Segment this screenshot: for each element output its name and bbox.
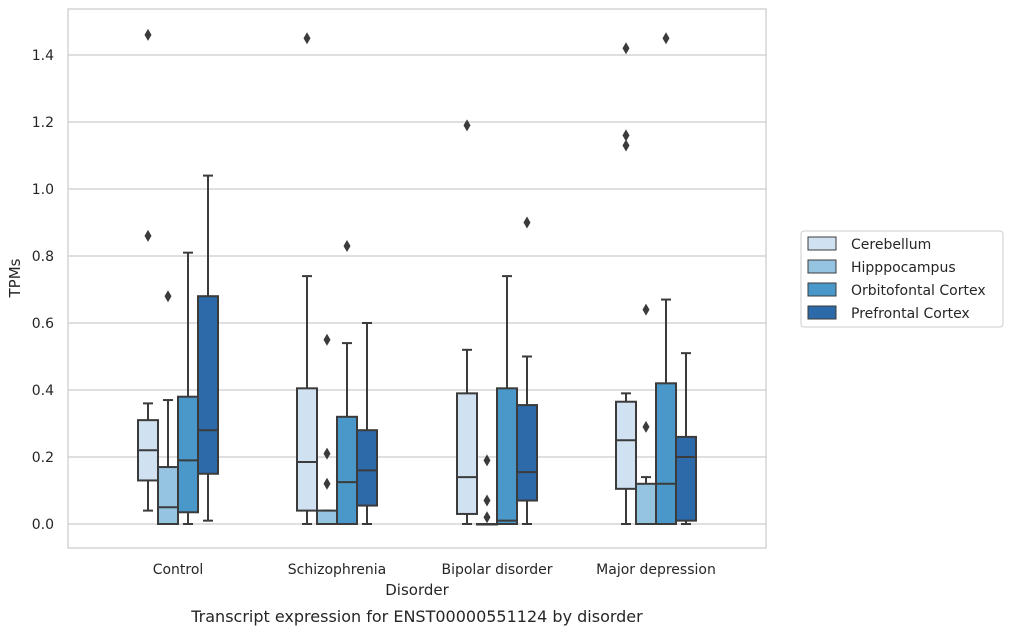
outlier-point [483, 494, 491, 507]
box-prefrontal-cortex-1 [356, 322, 378, 525]
box-hipppocampus-0 [157, 290, 179, 525]
box-iqr [197, 295, 219, 475]
box-hipppocampus-1 [316, 333, 338, 526]
x-tick-label: Major depression [596, 562, 716, 578]
box-iqr [157, 466, 179, 525]
outlier-point [463, 119, 471, 132]
box-cerebellum-2 [456, 119, 478, 525]
box-iqr [336, 415, 358, 525]
y-tick-label: 0.0 [32, 517, 54, 533]
box-iqr [316, 509, 338, 526]
y-tick-label: 0.8 [32, 249, 54, 265]
box-orbitofontal-cortex-0 [177, 251, 199, 525]
box-prefrontal-cortex-0 [197, 174, 219, 522]
legend-swatch [807, 282, 837, 297]
outlier-point [323, 447, 331, 460]
box-cerebellum-3 [615, 42, 637, 525]
box-iqr [177, 395, 199, 514]
y-axis-ticks: 0.0 0.2 0.4 0.6 0.8 1.0 1.2 1.4 [32, 48, 54, 533]
box-orbitofontal-cortex-3 [655, 32, 677, 525]
legend-swatch [807, 236, 837, 251]
box-orbitofontal-cortex-2 [496, 275, 518, 526]
outlier-point [144, 229, 152, 242]
x-tick-label: Control [153, 562, 204, 578]
plot-area-frame [67, 8, 767, 549]
box-prefrontal-cortex-2 [516, 216, 538, 525]
chart-caption: Transcript expression for ENST0000055112… [190, 607, 643, 626]
box-iqr [496, 387, 518, 526]
x-axis-ticks: Control Schizophrenia Bipolar disorder Majo… [153, 562, 716, 578]
boxes [137, 28, 697, 526]
box-hipppocampus-2 [476, 454, 498, 526]
box-cerebellum-1 [296, 32, 318, 525]
y-tick-label: 1.0 [32, 182, 54, 198]
y-axis-label: TPMs [6, 258, 24, 298]
outlier-point [642, 303, 650, 316]
outlier-point [323, 333, 331, 346]
legend-swatch [807, 305, 837, 320]
legend-label: Prefrontal Cortex [851, 306, 970, 322]
y-tick-label: 0.2 [32, 450, 54, 466]
legend-swatch [807, 259, 837, 274]
box-hipppocampus-3 [635, 303, 657, 525]
y-tick-label: 0.6 [32, 316, 54, 332]
outlier-point [523, 216, 531, 229]
outlier-point [622, 129, 630, 142]
outlier-point [642, 420, 650, 433]
box-iqr [675, 435, 697, 522]
legend-label: Orbitofontal Cortex [851, 283, 986, 299]
legend: Cerebellum Hipppocampus Orbitofontal Corte… [800, 230, 1004, 328]
legend-frame [800, 230, 1004, 328]
x-tick-label: Schizophrenia [288, 562, 386, 578]
box-iqr [635, 482, 657, 525]
y-tick-label: 1.2 [32, 115, 54, 131]
box-orbitofontal-cortex-1 [336, 239, 358, 525]
legend-label: Cerebellum [851, 237, 931, 253]
legend-items: Cerebellum Hipppocampus Orbitofontal Corte… [807, 236, 986, 322]
outlier-point [323, 477, 331, 490]
outlier-point [303, 32, 311, 45]
box-iqr [356, 429, 378, 507]
x-tick-label: Bipolar disorder [441, 562, 552, 578]
y-tick-label: 0.4 [32, 383, 54, 399]
box-cerebellum-0 [137, 28, 159, 512]
box-iqr [516, 404, 538, 502]
outlier-point [343, 239, 351, 252]
box-iqr [615, 400, 637, 490]
y-tick-label: 1.4 [32, 48, 54, 64]
box-iqr [456, 392, 478, 515]
outlier-point [164, 290, 172, 303]
outlier-point [662, 32, 670, 45]
outlier-point [483, 511, 491, 524]
box-prefrontal-cortex-3 [675, 352, 697, 525]
box-iqr [655, 382, 677, 525]
legend-label: Hipppocampus [851, 260, 956, 276]
x-axis-label: Disorder [385, 581, 449, 599]
box-iqr [296, 387, 318, 512]
outlier-point [144, 28, 152, 41]
outlier-point [622, 139, 630, 152]
outlier-point [483, 454, 491, 467]
outlier-point [622, 42, 630, 55]
